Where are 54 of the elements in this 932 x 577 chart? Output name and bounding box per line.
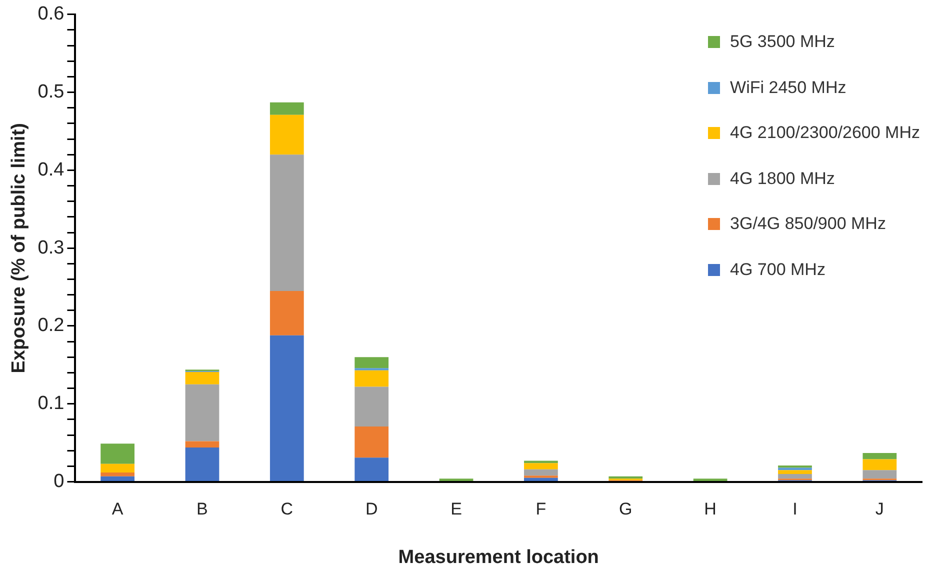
bar	[354, 370, 389, 387]
legend-label: WiFi 2450 MHz	[730, 78, 846, 98]
bar	[100, 476, 134, 482]
bar	[778, 474, 812, 479]
x-tick-label: I	[792, 500, 798, 519]
x-tick-label: H	[704, 500, 716, 519]
bar	[862, 470, 897, 479]
bar	[693, 478, 728, 482]
x-tick-label: C	[280, 500, 294, 519]
bar	[439, 478, 474, 482]
y-tick-label: 0.5	[38, 82, 64, 103]
x-tick-label: F	[536, 500, 546, 519]
bar	[185, 448, 220, 482]
x-tick-label: J	[875, 500, 884, 519]
legend-label: 5G 3500 MHz	[730, 32, 835, 52]
bar	[270, 335, 304, 482]
y-tick-label: 0.1	[38, 393, 64, 414]
bar	[354, 426, 389, 458]
y-tick-label: 0.6	[38, 4, 64, 25]
x-axis-title: Measurement location	[398, 546, 599, 568]
legend-label: 4G 2100/2300/2600 MHz	[730, 123, 920, 144]
bar	[270, 114, 304, 155]
legend-label: 3G/4G 850/900 MHz	[730, 214, 886, 234]
y-tick-label: 0	[54, 471, 64, 492]
x-tick-label: A	[112, 500, 124, 519]
bar	[524, 463, 558, 470]
bar	[354, 386, 389, 426]
bar	[778, 470, 812, 474]
x-tick-label: E	[450, 500, 462, 519]
bar	[100, 444, 134, 464]
bar	[270, 102, 304, 115]
y-tick-label: 0.4	[38, 159, 65, 180]
bar	[524, 469, 558, 476]
bar	[185, 441, 220, 448]
x-tick-label: G	[619, 500, 632, 519]
legend-label: 4G 700 MHz	[730, 260, 826, 280]
y-tick-label: 0.3	[38, 237, 64, 258]
bar	[270, 290, 304, 336]
bar	[100, 472, 134, 476]
x-tick-label: B	[196, 500, 208, 519]
bar	[354, 458, 389, 482]
bar	[524, 478, 558, 482]
bar	[778, 465, 812, 468]
legend-label: 4G 1800 MHz	[730, 168, 835, 189]
bar	[862, 452, 897, 460]
bar	[862, 459, 897, 470]
y-tick-label: 0.2	[38, 315, 64, 336]
y-axis-title: Exposure (% of public limit)	[8, 123, 30, 374]
bar	[354, 357, 389, 368]
bar	[185, 384, 220, 442]
bar	[185, 372, 220, 384]
bar	[270, 154, 304, 291]
x-tick-label: D	[365, 500, 378, 519]
bar	[100, 464, 134, 472]
